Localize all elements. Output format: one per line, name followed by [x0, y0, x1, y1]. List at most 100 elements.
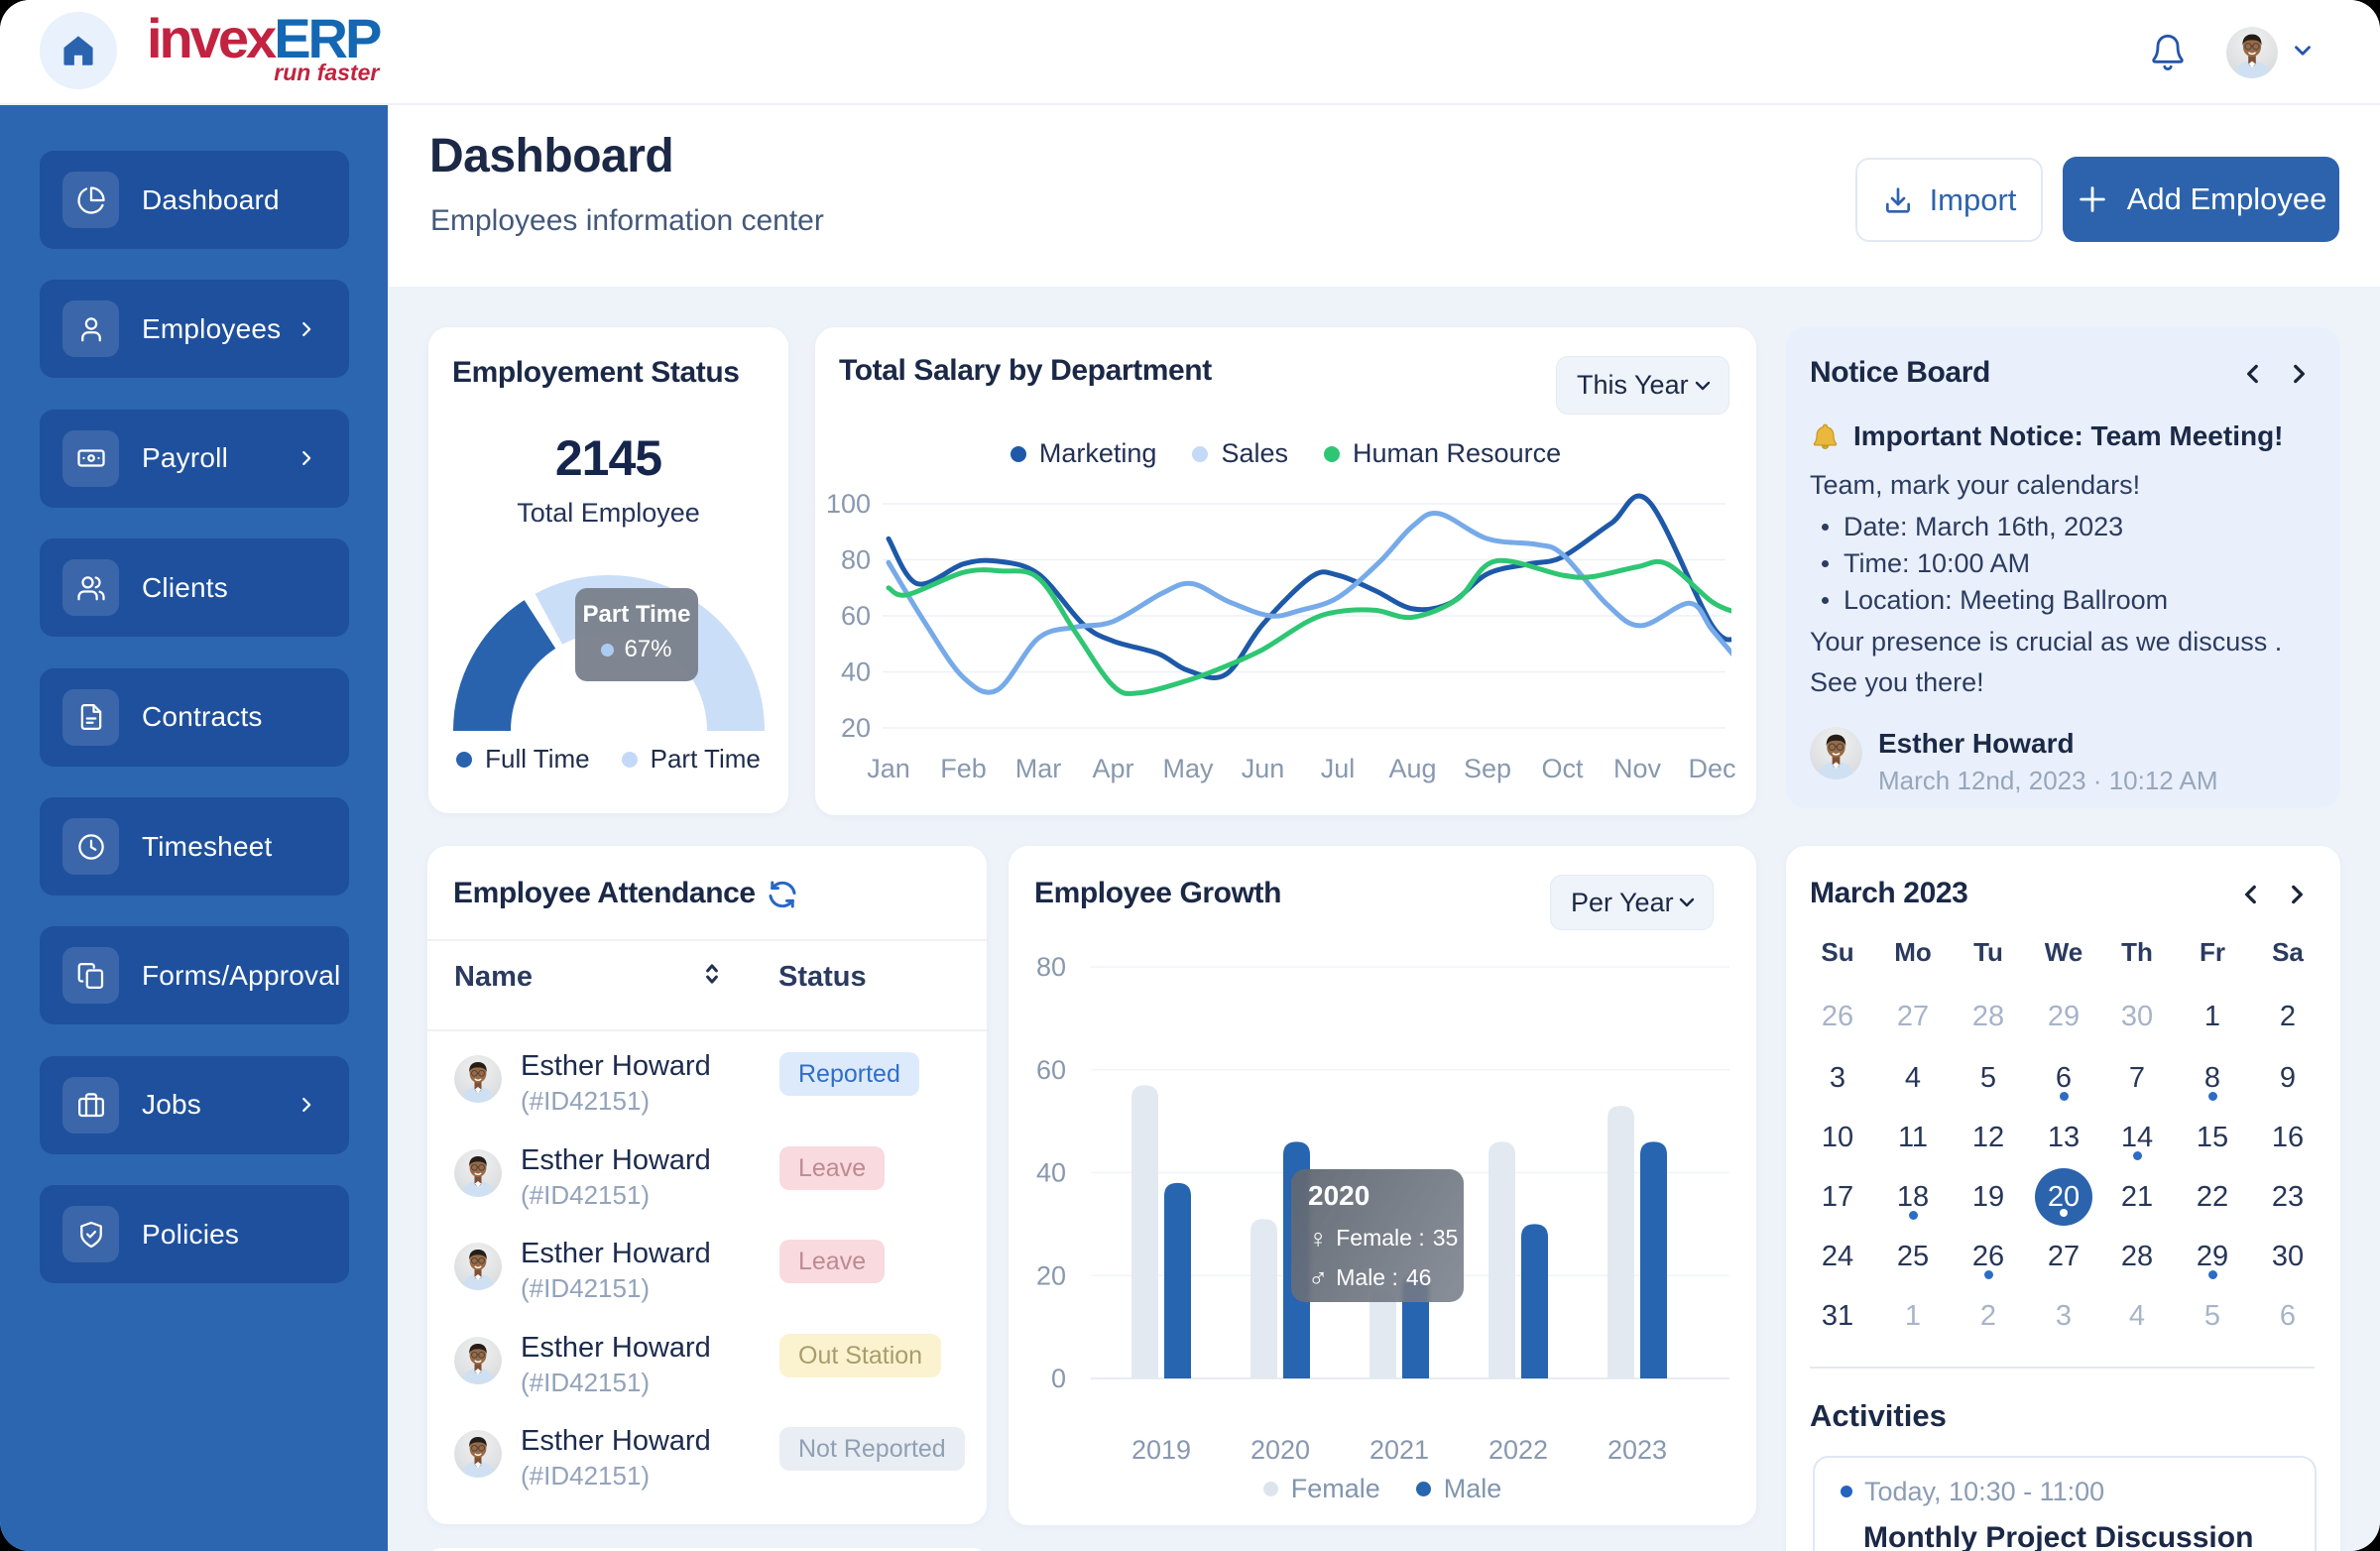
calendar-day-6[interactable]: 6 [2033, 1049, 2094, 1107]
calendar-day-8[interactable]: 8 [2182, 1049, 2243, 1107]
calendar-day-4-adjacent[interactable]: 4 [2106, 1287, 2168, 1345]
notifications-bell-icon[interactable] [2148, 33, 2188, 72]
calendar-day-31[interactable]: 31 [1807, 1287, 1868, 1345]
calendar-day-13[interactable]: 13 [2033, 1109, 2094, 1166]
sidebar-item-timesheet[interactable]: Timesheet [40, 797, 349, 895]
calendar-day-29[interactable]: 29 [2182, 1228, 2243, 1285]
calendar-day-6-adjacent[interactable]: 6 [2257, 1287, 2319, 1345]
calendar-day-number: 21 [2120, 1180, 2154, 1213]
sidebar-item-forms-approval[interactable]: Forms/Approval [40, 926, 349, 1025]
calendar-day-24[interactable]: 24 [1807, 1228, 1868, 1285]
calendar-day-20[interactable]: 20 [2033, 1168, 2094, 1226]
calendar-day-15[interactable]: 15 [2182, 1109, 2243, 1166]
sidebar-item-clients[interactable]: Clients [40, 538, 349, 638]
notice-next-button[interactable] [2283, 358, 2315, 390]
calendar-day-1-adjacent[interactable]: 1 [1882, 1287, 1944, 1345]
calendar-card: March 2023 Su Mo Tu We Th Fr Sa 26 27 28 29 30 1 2 3 4 5… [1786, 846, 2340, 1551]
event-dot-icon [2132, 1151, 2142, 1160]
home-icon [63, 36, 93, 65]
sort-icon[interactable] [697, 959, 727, 989]
calendar-day-19[interactable]: 19 [1958, 1168, 2019, 1226]
legend-item-female[interactable]: Female [1262, 1474, 1380, 1504]
calendar-next-button[interactable] [2281, 879, 2313, 910]
calendar-day-30-adjacent[interactable]: 30 [2106, 988, 2168, 1045]
attendance-row[interactable]: Esther Howard (#ID42151) Leave [427, 1144, 987, 1227]
calendar-day-number: 29 [2047, 1000, 2081, 1032]
calendar-day-27[interactable]: 27 [2033, 1228, 2094, 1285]
sidebar-item-employees[interactable]: Employees [40, 280, 349, 379]
activity-item[interactable]: Today, 10:30 - 11:00 Monthly Project Dis… [1813, 1456, 2317, 1551]
calendar-day-3-adjacent[interactable]: 3 [2033, 1287, 2094, 1345]
calendar-day-10[interactable]: 10 [1807, 1109, 1868, 1166]
calendar-day-14[interactable]: 14 [2106, 1109, 2168, 1166]
growth-period-dropdown[interactable]: Per Year [1550, 875, 1714, 930]
notice-prev-button[interactable] [2237, 358, 2269, 390]
growth-tooltip: 2020 ♀ Female : 35 ♂ Male : 46 [1291, 1169, 1464, 1302]
calendar-day-9[interactable]: 9 [2257, 1049, 2319, 1107]
calendar-day-12[interactable]: 12 [1958, 1109, 2019, 1166]
calendar-day-17[interactable]: 17 [1807, 1168, 1868, 1226]
calendar-day-number: 23 [2271, 1180, 2305, 1213]
x-axis-label: Feb [940, 754, 987, 783]
home-button[interactable] [40, 12, 117, 89]
calendar-day-3[interactable]: 3 [1807, 1049, 1868, 1107]
calendar-day-4[interactable]: 4 [1882, 1049, 1944, 1107]
calendar-day-18[interactable]: 18 [1882, 1168, 1944, 1226]
calendar-day-5[interactable]: 5 [1958, 1049, 2019, 1107]
sidebar-item-policies[interactable]: Policies [40, 1185, 349, 1284]
calendar-day-number: 27 [2047, 1240, 2081, 1272]
sidebar-item-label: Forms/Approval [142, 959, 341, 991]
legend-item-full-time[interactable]: Full Time [456, 744, 590, 775]
calendar-day-29-adjacent[interactable]: 29 [2033, 988, 2094, 1045]
attendance-row[interactable]: Esther Howard (#ID42151) Leave [427, 1238, 987, 1320]
notice-outro-1: Your presence is crucial as we discuss . [1810, 627, 2283, 656]
calendar-day-21[interactable]: 21 [2106, 1168, 2168, 1226]
attendance-title: Employee Attendance [453, 877, 756, 909]
calendar-day-26-adjacent[interactable]: 26 [1807, 988, 1868, 1045]
calendar-day-28[interactable]: 28 [2106, 1228, 2168, 1285]
calendar-day-number: 18 [1896, 1180, 1930, 1213]
calendar-day-7[interactable]: 7 [2106, 1049, 2168, 1107]
calendar-day-2-adjacent[interactable]: 2 [1958, 1287, 2019, 1345]
import-button[interactable]: Import [1855, 158, 2043, 242]
calendar-day-23[interactable]: 23 [2257, 1168, 2319, 1226]
salary-period-dropdown[interactable]: This Year [1556, 356, 1729, 415]
user-menu-chevron-icon[interactable] [2290, 38, 2316, 68]
sidebar-item-jobs[interactable]: Jobs [40, 1055, 349, 1154]
calendar-day-number: 9 [2279, 1061, 2297, 1094]
legend-item-male[interactable]: Male [1415, 1474, 1501, 1504]
calendar-day-16[interactable]: 16 [2257, 1109, 2319, 1166]
attendance-row[interactable]: Esther Howard (#ID42151) Not Reported [427, 1425, 987, 1507]
salary-chart-card: Total Salary by Department This Year Mar… [815, 327, 1756, 815]
event-dot-icon [2059, 1092, 2069, 1101]
legend-item-sales[interactable]: Sales [1192, 438, 1288, 469]
legend-item-human-resource[interactable]: Human Resource [1324, 438, 1561, 469]
calendar-day-11[interactable]: 11 [1882, 1109, 1944, 1166]
calendar-day-26[interactable]: 26 [1958, 1228, 2019, 1285]
calendar-day-25[interactable]: 25 [1882, 1228, 1944, 1285]
legend-item-marketing[interactable]: Marketing [1010, 438, 1156, 469]
x-axis-label: Apr [1092, 754, 1133, 783]
sidebar-item-contracts[interactable]: Contracts [40, 667, 349, 767]
add-employee-button[interactable]: Add Employee [2063, 157, 2339, 242]
sidebar-item-dashboard[interactable]: Dashboard [40, 151, 349, 249]
refresh-icon[interactable] [766, 878, 801, 913]
y-axis-label: 80 [1036, 952, 1066, 982]
calendar-day-22[interactable]: 22 [2182, 1168, 2243, 1226]
activities-title: Activities [1810, 1398, 1947, 1433]
user-icon [62, 300, 119, 358]
attendance-row[interactable]: Esther Howard (#ID42151) Out Station [427, 1332, 987, 1414]
calendar-day-5-adjacent[interactable]: 5 [2182, 1287, 2243, 1345]
calendar-day-2[interactable]: 2 [2257, 988, 2319, 1045]
calendar-day-28-adjacent[interactable]: 28 [1958, 988, 2019, 1045]
sidebar-item-payroll[interactable]: Payroll [40, 409, 349, 508]
sidebar-item-label: Policies [142, 1218, 240, 1250]
user-avatar[interactable] [2226, 27, 2278, 78]
calendar-day-1[interactable]: 1 [2182, 988, 2243, 1045]
calendar-day-30[interactable]: 30 [2257, 1228, 2319, 1285]
attendance-row[interactable]: Esther Howard (#ID42151) Reported [427, 1050, 987, 1133]
calendar-day-27-adjacent[interactable]: 27 [1882, 988, 1944, 1045]
calendar-day-number: 24 [1821, 1240, 1854, 1272]
calendar-prev-button[interactable] [2235, 879, 2267, 910]
legend-item-part-time[interactable]: Part Time [621, 744, 761, 775]
